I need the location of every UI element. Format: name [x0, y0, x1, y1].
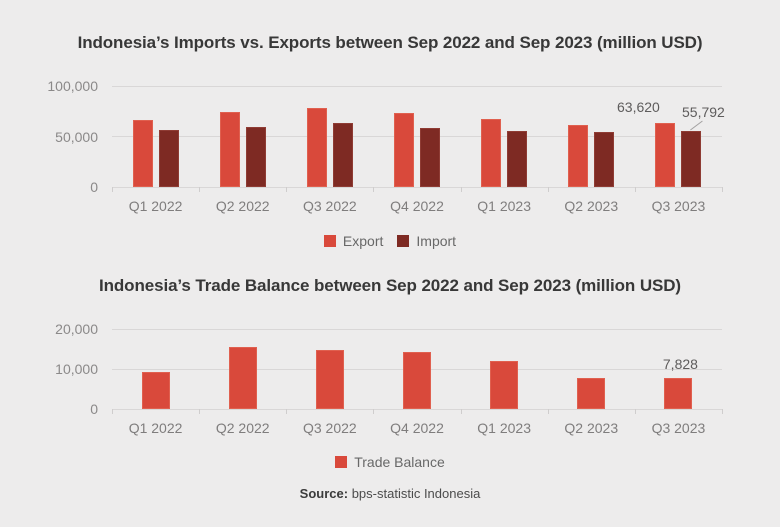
- x-axis-label: Q2 2023: [564, 420, 619, 436]
- bar-export-q4-2022: [394, 113, 414, 187]
- axis-tick: [199, 409, 201, 414]
- bar-import-q1-2023: [507, 131, 528, 187]
- x-axis-label: Q3 2022: [302, 420, 357, 436]
- gridline: [112, 85, 722, 87]
- data-label: 63,620: [617, 99, 660, 115]
- bar-trade-balance-q2-2022: [228, 347, 257, 409]
- imports-exports-chart-title: Indonesia’s Imports vs. Exports between …: [77, 33, 703, 52]
- x-axis-label: Q3 2023: [651, 420, 706, 436]
- import-swatch-icon: [397, 235, 410, 247]
- bar-export-q3-2023: [655, 123, 676, 187]
- legend-item-export: Export: [323, 233, 384, 249]
- bar-trade-balance-q1-2023: [490, 361, 519, 409]
- bar-import-q4-2022: [420, 128, 440, 187]
- legend-item-import: Import: [397, 233, 456, 249]
- y-axis-tick-label: 100,000: [47, 78, 98, 94]
- y-axis-tick-label: 10,000: [55, 361, 98, 377]
- bar-trade-balance-q1-2022: [141, 372, 170, 409]
- x-axis-label: Q1 2023: [477, 420, 531, 436]
- x-axis-label: Q3 2022: [302, 198, 357, 214]
- gridline: [112, 328, 722, 330]
- axis-tick: [373, 187, 375, 192]
- axis-tick: [286, 409, 288, 414]
- x-axis-label: Q4 2022: [390, 420, 444, 436]
- bar-import-q2-2022: [245, 127, 266, 187]
- x-axis-label: Q2 2022: [215, 198, 270, 214]
- source-line: Source: bps-statistic Indonesia: [0, 486, 780, 501]
- y-axis-tick-label: 20,000: [55, 321, 98, 337]
- trade-balance-legend: Trade Balance: [0, 454, 780, 470]
- axis-tick: [634, 409, 636, 414]
- bar-trade-balance-q3-2022: [315, 350, 344, 409]
- trade-balance-chart-title: Indonesia’s Trade Balance between Sep 20…: [98, 276, 681, 295]
- gridline: [112, 136, 722, 137]
- bar-import-q3-2022: [332, 123, 353, 187]
- axis-tick: [722, 187, 723, 192]
- imports-exports-legend: Export Import: [0, 233, 780, 249]
- bar-import-q2-2023: [594, 132, 615, 187]
- bar-export-q1-2023: [481, 119, 502, 187]
- y-axis-tick-label: 0: [90, 401, 98, 417]
- bar-trade-balance-q2-2023: [577, 378, 606, 409]
- bar-import-q3-2023: [681, 131, 702, 187]
- legend-label-export: Export: [342, 233, 384, 249]
- bar-trade-balance-q3-2023: [664, 378, 693, 409]
- y-axis-tick-label: 0: [90, 179, 98, 195]
- bar-export-q2-2022: [219, 112, 240, 187]
- bar-import-q1-2022: [158, 130, 179, 187]
- legend-label-trade-balance: Trade Balance: [354, 454, 445, 470]
- legend-label-import: Import: [416, 233, 457, 249]
- bar-trade-balance-q4-2022: [403, 352, 431, 409]
- x-axis-label: Q4 2022: [390, 198, 444, 214]
- x-axis-label: Q3 2023: [651, 198, 706, 214]
- bar-export-q3-2022: [306, 108, 327, 187]
- bar-export-q2-2023: [568, 125, 589, 187]
- trade-balance-plot-area: 0 10,000 20,000 Q1 2022 Q2 2022 Q3 2022 Q4 202…: [55, 321, 723, 436]
- x-axis-label: Q2 2022: [215, 420, 270, 436]
- axis-tick: [722, 409, 723, 414]
- axis-tick: [112, 187, 113, 192]
- bar-export-q1-2022: [132, 120, 153, 187]
- source-text: bps-statistic Indonesia: [351, 486, 481, 501]
- axis-tick: [460, 187, 462, 192]
- axis-tick: [634, 187, 636, 192]
- axis-tick: [547, 187, 549, 192]
- axis-tick: [460, 409, 462, 414]
- x-axis-label: Q1 2022: [128, 198, 183, 214]
- gridline: [112, 186, 722, 188]
- axis-tick: [547, 409, 549, 414]
- axis-tick: [373, 409, 375, 414]
- data-label: 7,828: [662, 356, 698, 372]
- source-label: Source:: [299, 486, 349, 501]
- x-axis-label: Q1 2023: [477, 198, 531, 214]
- export-swatch-icon: [323, 235, 336, 247]
- axis-tick: [199, 187, 201, 192]
- legend-item-trade-balance: Trade Balance: [335, 454, 445, 470]
- imports-exports-plot-area: 0 50,000 100,000 Q1 2022 Q2 2022 Q3 2022 Q4 20…: [47, 78, 725, 214]
- axis-tick: [286, 187, 288, 192]
- gridline: [112, 408, 722, 410]
- axis-tick: [112, 409, 113, 414]
- trade-balance-swatch-icon: [335, 456, 348, 468]
- y-axis-tick-label: 50,000: [55, 128, 98, 145]
- data-label: 55,792: [682, 104, 725, 120]
- x-axis-label: Q2 2023: [564, 198, 619, 214]
- x-axis-label: Q1 2022: [128, 420, 183, 436]
